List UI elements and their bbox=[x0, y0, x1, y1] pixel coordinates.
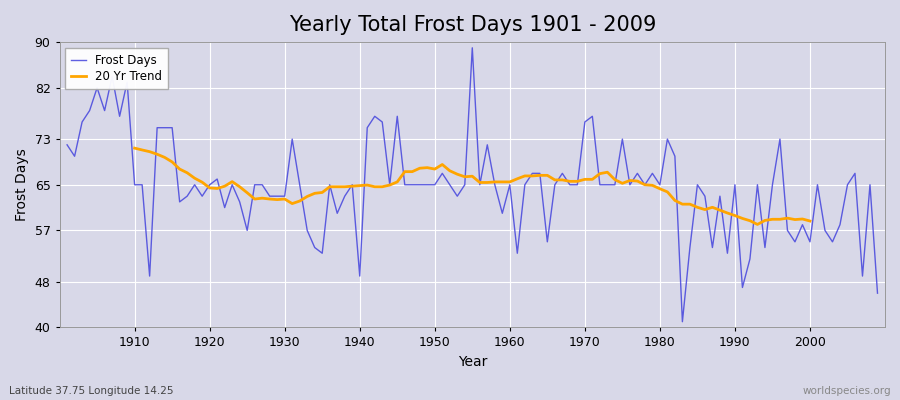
Frost Days bbox=[512, 251, 523, 256]
20 Yr Trend bbox=[302, 194, 312, 199]
Title: Yearly Total Frost Days 1901 - 2009: Yearly Total Frost Days 1901 - 2009 bbox=[289, 15, 656, 35]
20 Yr Trend bbox=[752, 222, 763, 227]
Frost Days bbox=[872, 291, 883, 296]
20 Yr Trend bbox=[789, 217, 800, 222]
Text: worldspecies.org: worldspecies.org bbox=[803, 386, 891, 396]
20 Yr Trend bbox=[797, 217, 808, 222]
Y-axis label: Frost Days: Frost Days bbox=[15, 148, 29, 221]
Frost Days bbox=[467, 46, 478, 50]
Line: Frost Days: Frost Days bbox=[68, 48, 878, 322]
Frost Days bbox=[677, 319, 688, 324]
Frost Days bbox=[62, 142, 73, 147]
Frost Days bbox=[602, 182, 613, 187]
20 Yr Trend bbox=[130, 146, 140, 150]
X-axis label: Year: Year bbox=[457, 355, 487, 369]
Legend: Frost Days, 20 Yr Trend: Frost Days, 20 Yr Trend bbox=[66, 48, 168, 89]
Line: 20 Yr Trend: 20 Yr Trend bbox=[135, 148, 810, 224]
Frost Days bbox=[122, 80, 132, 84]
20 Yr Trend bbox=[805, 218, 815, 223]
20 Yr Trend bbox=[212, 186, 222, 191]
Frost Days bbox=[504, 182, 515, 187]
Frost Days bbox=[332, 211, 343, 216]
20 Yr Trend bbox=[287, 201, 298, 206]
Frost Days bbox=[287, 137, 298, 142]
Text: Latitude 37.75 Longitude 14.25: Latitude 37.75 Longitude 14.25 bbox=[9, 386, 174, 396]
20 Yr Trend bbox=[699, 207, 710, 212]
